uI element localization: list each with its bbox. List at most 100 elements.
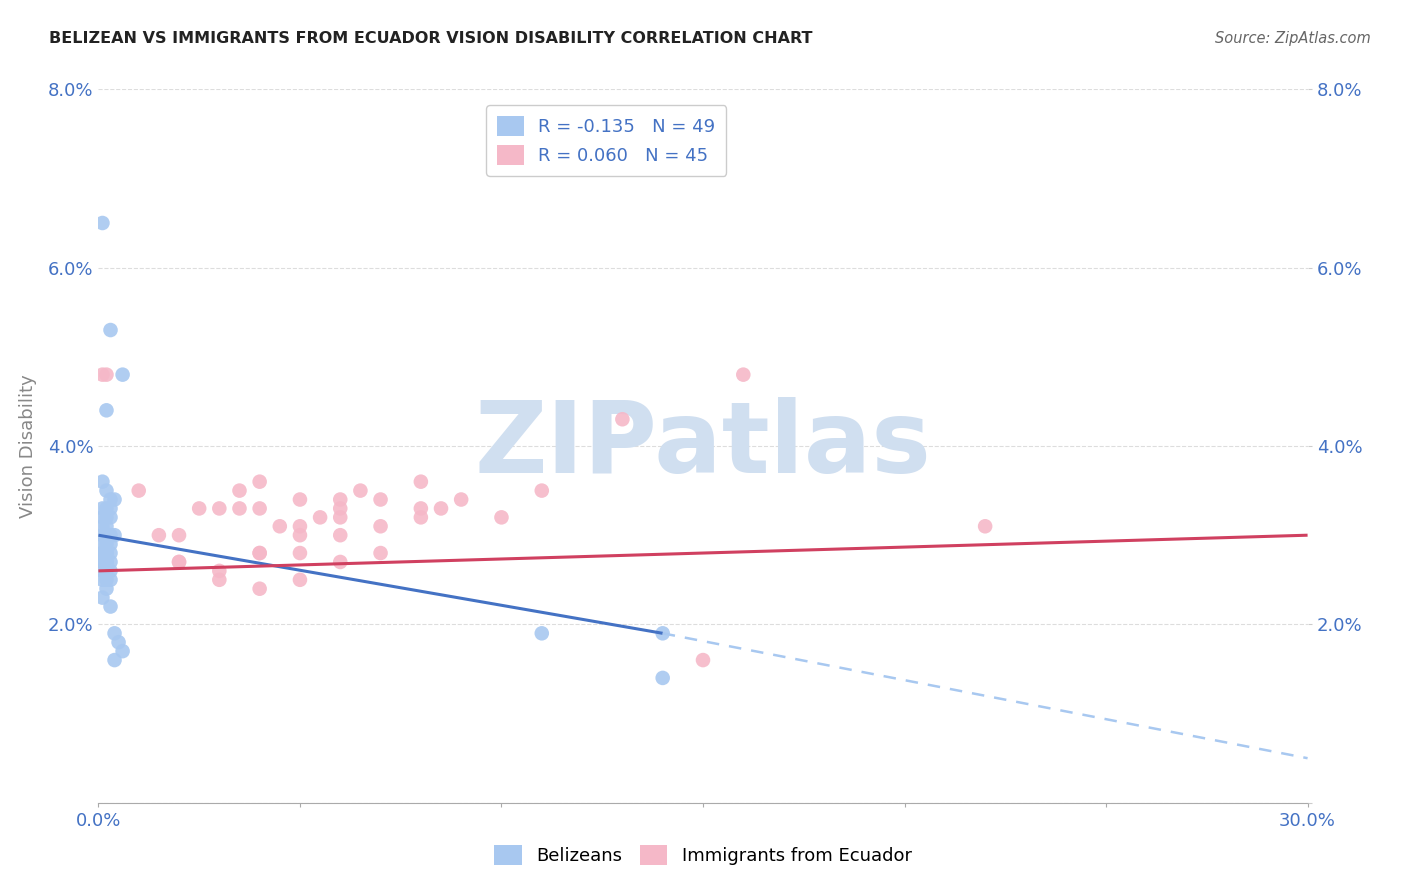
Point [612, 412, 634, 426]
Point [228, 501, 250, 516]
Point [409, 510, 432, 524]
Point [96, 546, 118, 560]
Point [100, 537, 122, 551]
Point [370, 492, 392, 507]
Point [409, 501, 432, 516]
Point [208, 501, 231, 516]
Point [91, 501, 114, 516]
Point [370, 546, 392, 560]
Point [96, 564, 118, 578]
Point [96, 582, 118, 596]
Point [91, 368, 114, 382]
Point [111, 644, 134, 658]
Text: BELIZEAN VS IMMIGRANTS FROM ECUADOR VISION DISABILITY CORRELATION CHART: BELIZEAN VS IMMIGRANTS FROM ECUADOR VISI… [49, 31, 813, 46]
Point [409, 475, 432, 489]
Point [96, 519, 118, 533]
Point [249, 582, 271, 596]
Point [208, 573, 231, 587]
Point [100, 564, 122, 578]
Point [450, 492, 472, 507]
Point [91, 573, 114, 587]
Point [96, 403, 118, 417]
Text: ZIPatlas: ZIPatlas [475, 398, 931, 494]
Point [91, 555, 114, 569]
Point [96, 510, 118, 524]
Point [91, 546, 114, 560]
Point [692, 653, 714, 667]
Point [329, 492, 352, 507]
Point [103, 528, 125, 542]
Point [100, 528, 122, 542]
Point [167, 555, 190, 569]
Point [208, 564, 231, 578]
Point [96, 483, 118, 498]
Point [249, 546, 271, 560]
Point [100, 510, 122, 524]
Point [188, 501, 211, 516]
Point [288, 573, 311, 587]
Point [91, 537, 114, 551]
Point [91, 475, 114, 489]
Y-axis label: Vision Disability: Vision Disability [18, 374, 37, 518]
Point [96, 501, 118, 516]
Point [91, 519, 114, 533]
Point [100, 555, 122, 569]
Point [249, 501, 271, 516]
Point [111, 368, 134, 382]
Point [96, 555, 118, 569]
Point [491, 510, 513, 524]
Legend: Belizeans, Immigrants from Ecuador: Belizeans, Immigrants from Ecuador [488, 838, 918, 872]
Point [96, 537, 118, 551]
Point [167, 528, 190, 542]
Point [91, 591, 114, 605]
Point [100, 599, 122, 614]
Point [103, 653, 125, 667]
Point [103, 492, 125, 507]
Point [91, 216, 114, 230]
Point [288, 519, 311, 533]
Point [100, 323, 122, 337]
Text: Source: ZipAtlas.com: Source: ZipAtlas.com [1215, 31, 1371, 46]
Point [329, 510, 352, 524]
Point [329, 501, 352, 516]
Point [91, 510, 114, 524]
Point [228, 483, 250, 498]
Point [530, 483, 553, 498]
Point [96, 528, 118, 542]
Point [128, 483, 150, 498]
Legend: R = -0.135   N = 49, R = 0.060   N = 45: R = -0.135 N = 49, R = 0.060 N = 45 [486, 105, 727, 176]
Point [370, 519, 392, 533]
Point [651, 671, 673, 685]
Point [651, 626, 673, 640]
Point [103, 626, 125, 640]
Point [96, 546, 118, 560]
Point [107, 635, 129, 649]
Point [249, 546, 271, 560]
Point [100, 546, 122, 560]
Point [96, 555, 118, 569]
Point [96, 368, 118, 382]
Point [733, 368, 755, 382]
Point [96, 573, 118, 587]
Point [329, 528, 352, 542]
Point [167, 555, 190, 569]
Point [100, 501, 122, 516]
Point [329, 555, 352, 569]
Point [100, 573, 122, 587]
Point [269, 519, 291, 533]
Point [288, 528, 311, 542]
Point [288, 492, 311, 507]
Point [288, 546, 311, 560]
Point [91, 555, 114, 569]
Point [349, 483, 371, 498]
Point [91, 564, 114, 578]
Point [974, 519, 997, 533]
Point [100, 492, 122, 507]
Point [309, 510, 332, 524]
Point [530, 626, 553, 640]
Point [148, 528, 170, 542]
Point [91, 528, 114, 542]
Point [91, 546, 114, 560]
Point [430, 501, 453, 516]
Point [249, 475, 271, 489]
